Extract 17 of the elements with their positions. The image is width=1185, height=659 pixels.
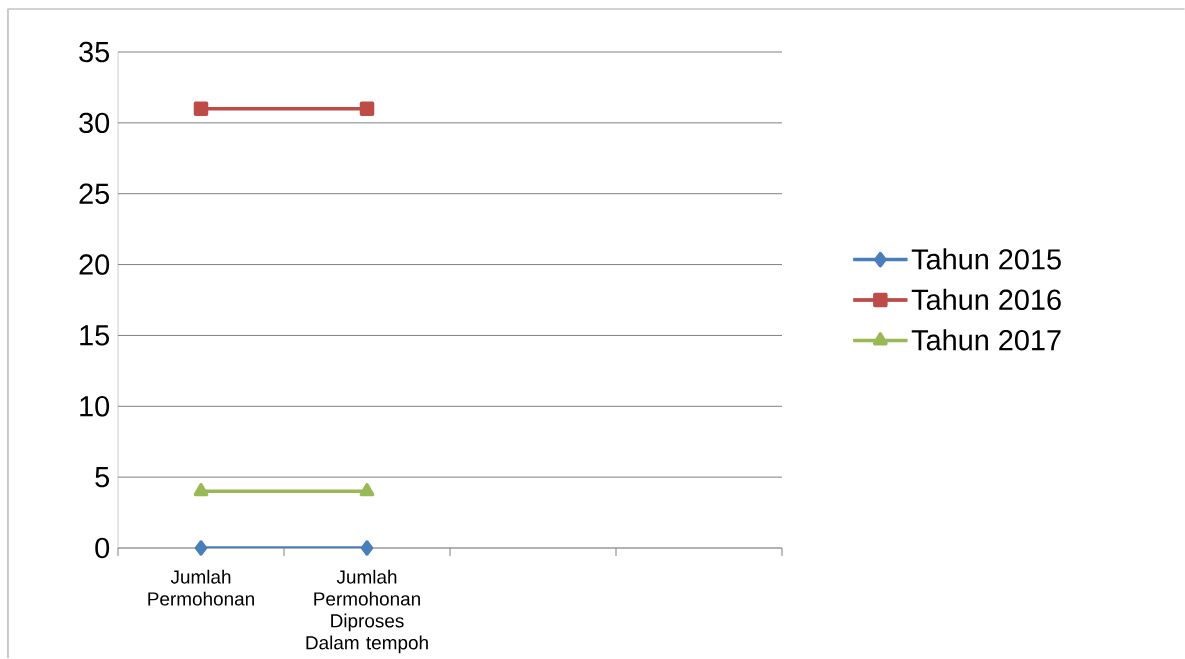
legend-label: Tahun 2017	[911, 329, 1061, 351]
legend-label: Tahun 2015	[911, 248, 1061, 270]
point	[193, 101, 209, 116]
point	[194, 540, 208, 556]
y-tick-label: 5	[95, 467, 110, 488]
y-tick-label: 10	[80, 396, 110, 417]
legend-label: Tahun 2016	[911, 288, 1061, 310]
point	[360, 540, 374, 556]
point	[359, 101, 375, 116]
x-tick-label: Jumlah Permohonan Diproses Dalam tempoh	[306, 569, 428, 654]
y-tick-label: 20	[79, 254, 110, 275]
y-tick-label: 25	[79, 183, 110, 204]
x-tick-label: Jumlah Permohonan	[148, 569, 254, 606]
y-tick-label: 30	[79, 112, 110, 134]
y-tick-label: 35	[79, 41, 110, 63]
y-tick-label: 15	[80, 325, 110, 346]
y-tick-label: 0	[95, 537, 110, 559]
